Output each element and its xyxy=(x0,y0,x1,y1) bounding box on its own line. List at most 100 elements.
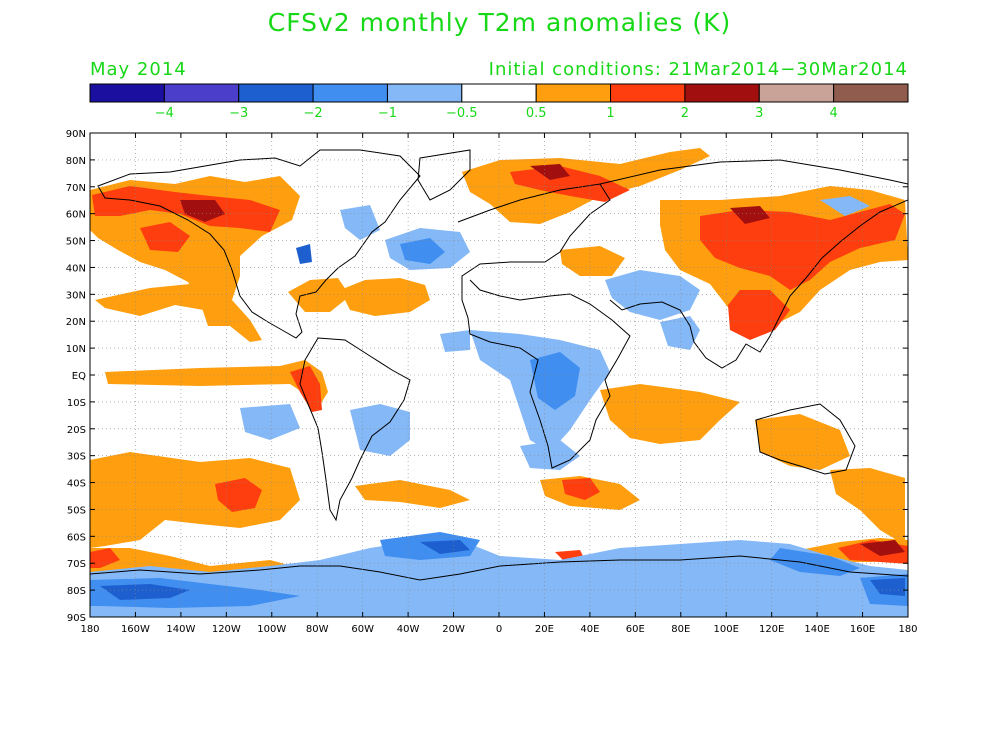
lat-label: 40S xyxy=(67,479,86,490)
hot-region-peru-coast xyxy=(290,366,322,412)
longitude-labels: 180 160W 140W 120W 100W 80W 60W 40W 20W 0 20E 40E 60… xyxy=(80,624,917,635)
lat-label: 90N xyxy=(66,129,86,140)
colorbar-label: 2 xyxy=(681,106,689,121)
cool-region-labrador xyxy=(340,205,380,240)
very-hot-region-siberia xyxy=(730,206,770,224)
lon-label: 0 xyxy=(496,624,502,635)
colorbar-label: −0.5 xyxy=(446,106,478,121)
coldest-region-southern-ocean xyxy=(420,540,470,554)
very-hot-region-canada xyxy=(180,200,225,222)
lat-label: 50S xyxy=(67,505,86,516)
cool-region-east-pacific xyxy=(240,404,300,440)
colorbar-label: −3 xyxy=(229,106,248,121)
coastline-australia xyxy=(755,403,856,475)
lon-label: 60E xyxy=(626,624,645,635)
lon-label: 20W xyxy=(442,624,465,635)
axis-ticks xyxy=(89,132,909,618)
lon-label: 20E xyxy=(535,624,554,635)
warm-region-sw-pacific xyxy=(830,468,905,545)
colorbar-label: −4 xyxy=(155,106,174,121)
hot-region-amundsen xyxy=(90,548,120,568)
colorbar-label: 1 xyxy=(606,106,614,121)
graticule xyxy=(90,133,908,617)
cool-region-india xyxy=(660,316,700,350)
lat-label: 80N xyxy=(66,156,86,167)
lat-label: 70N xyxy=(66,183,86,194)
warm-region-north-atlantic xyxy=(340,278,430,316)
colorbar-label: 0.5 xyxy=(526,106,547,121)
hot-region-siberia xyxy=(700,204,905,290)
lon-label: 100E xyxy=(714,624,739,635)
cool-region-middle-east xyxy=(605,270,700,320)
colorbar-label: 4 xyxy=(829,106,837,121)
lat-label: 90S xyxy=(67,613,86,624)
lat-label: 50N xyxy=(66,237,86,248)
lat-label: 10N xyxy=(66,344,86,355)
coastline-south-america xyxy=(299,337,411,522)
lon-label: 140W xyxy=(166,624,195,635)
lon-label: 80E xyxy=(671,624,690,635)
lon-label: 80W xyxy=(306,624,329,635)
coldest-region-antarctica-west xyxy=(100,584,190,600)
warm-region-equatorial-pacific xyxy=(105,360,328,408)
lat-label: 20N xyxy=(66,317,86,328)
coldest-region-ross xyxy=(870,578,905,596)
cool-region-antarctica xyxy=(90,540,908,617)
colder-region-africa xyxy=(530,352,580,410)
anomaly-shading xyxy=(90,148,908,617)
cool-region-kamchatka xyxy=(820,196,870,216)
lat-label: 70S xyxy=(67,559,86,570)
very-hot-region-ross xyxy=(860,540,905,556)
coastline-greenland xyxy=(417,149,471,201)
cool-region-tropical-atlantic xyxy=(440,330,470,352)
coastlines xyxy=(90,149,908,581)
lat-label: 60N xyxy=(66,210,86,221)
lon-label: 120W xyxy=(212,624,241,635)
lon-label: 40W xyxy=(397,624,420,635)
forecast-month: May 2014 xyxy=(90,59,187,80)
warm-region-australia xyxy=(755,414,850,470)
coastline-antarctica xyxy=(90,555,908,581)
hot-region-south-pacific xyxy=(215,478,262,512)
lat-label: 40N xyxy=(66,263,86,274)
colorbar-label: 3 xyxy=(755,106,763,121)
lon-label: 160W xyxy=(121,624,150,635)
colorbar-label: −1 xyxy=(378,106,397,121)
lat-label: 30S xyxy=(67,452,86,463)
map-title: CFSv2 monthly T2m anomalies (K) xyxy=(267,8,732,37)
lon-label: 180 xyxy=(80,624,99,635)
hot-region-arctic-russia xyxy=(510,166,630,202)
warm-region-south-atlantic xyxy=(355,480,470,508)
warm-region-indian-ocean xyxy=(600,384,740,444)
hot-region-southern-indian xyxy=(562,478,600,500)
lat-label: 80S xyxy=(67,586,86,597)
lon-label: 120E xyxy=(759,624,784,635)
lon-label: 60W xyxy=(351,624,374,635)
lat-label: 20S xyxy=(67,425,86,436)
coldest-region-great-lakes xyxy=(296,244,312,264)
lon-label: 100W xyxy=(257,624,286,635)
lat-label: 60S xyxy=(67,532,86,543)
lon-label: 40E xyxy=(580,624,599,635)
lon-label: 160E xyxy=(850,624,875,635)
colder-region-north-atlantic xyxy=(400,238,445,264)
warm-region-ne-pacific xyxy=(95,282,232,316)
warm-region-south-pacific xyxy=(90,452,300,548)
lon-label: 140E xyxy=(804,624,829,635)
warm-region-eastern-us xyxy=(288,278,350,312)
colorbar-legend: −4 −3 −2 −1 −0.5 0.5 1 2 3 4 xyxy=(89,83,909,121)
very-hot-region-arctic xyxy=(530,164,570,180)
warm-region-middle-east xyxy=(560,246,625,276)
coastline-north-america xyxy=(97,149,421,339)
coastline-asia xyxy=(599,159,908,369)
lat-label: EQ xyxy=(72,371,86,382)
lat-label: 30N xyxy=(66,290,86,301)
lat-label: 10S xyxy=(67,398,86,409)
hot-region-gulf-alaska xyxy=(140,222,190,252)
coastline-africa-europe xyxy=(457,183,631,469)
colorbar-label: −2 xyxy=(304,106,323,121)
latitude-labels: 90N 80N 70N 60N 50N 40N 30N 20N 10N EQ 10S 20S 30S 40… xyxy=(66,129,86,624)
initial-conditions: Initial conditions: 21Mar2014−30Mar2014 xyxy=(488,59,908,80)
lon-label: 180 xyxy=(898,624,917,635)
